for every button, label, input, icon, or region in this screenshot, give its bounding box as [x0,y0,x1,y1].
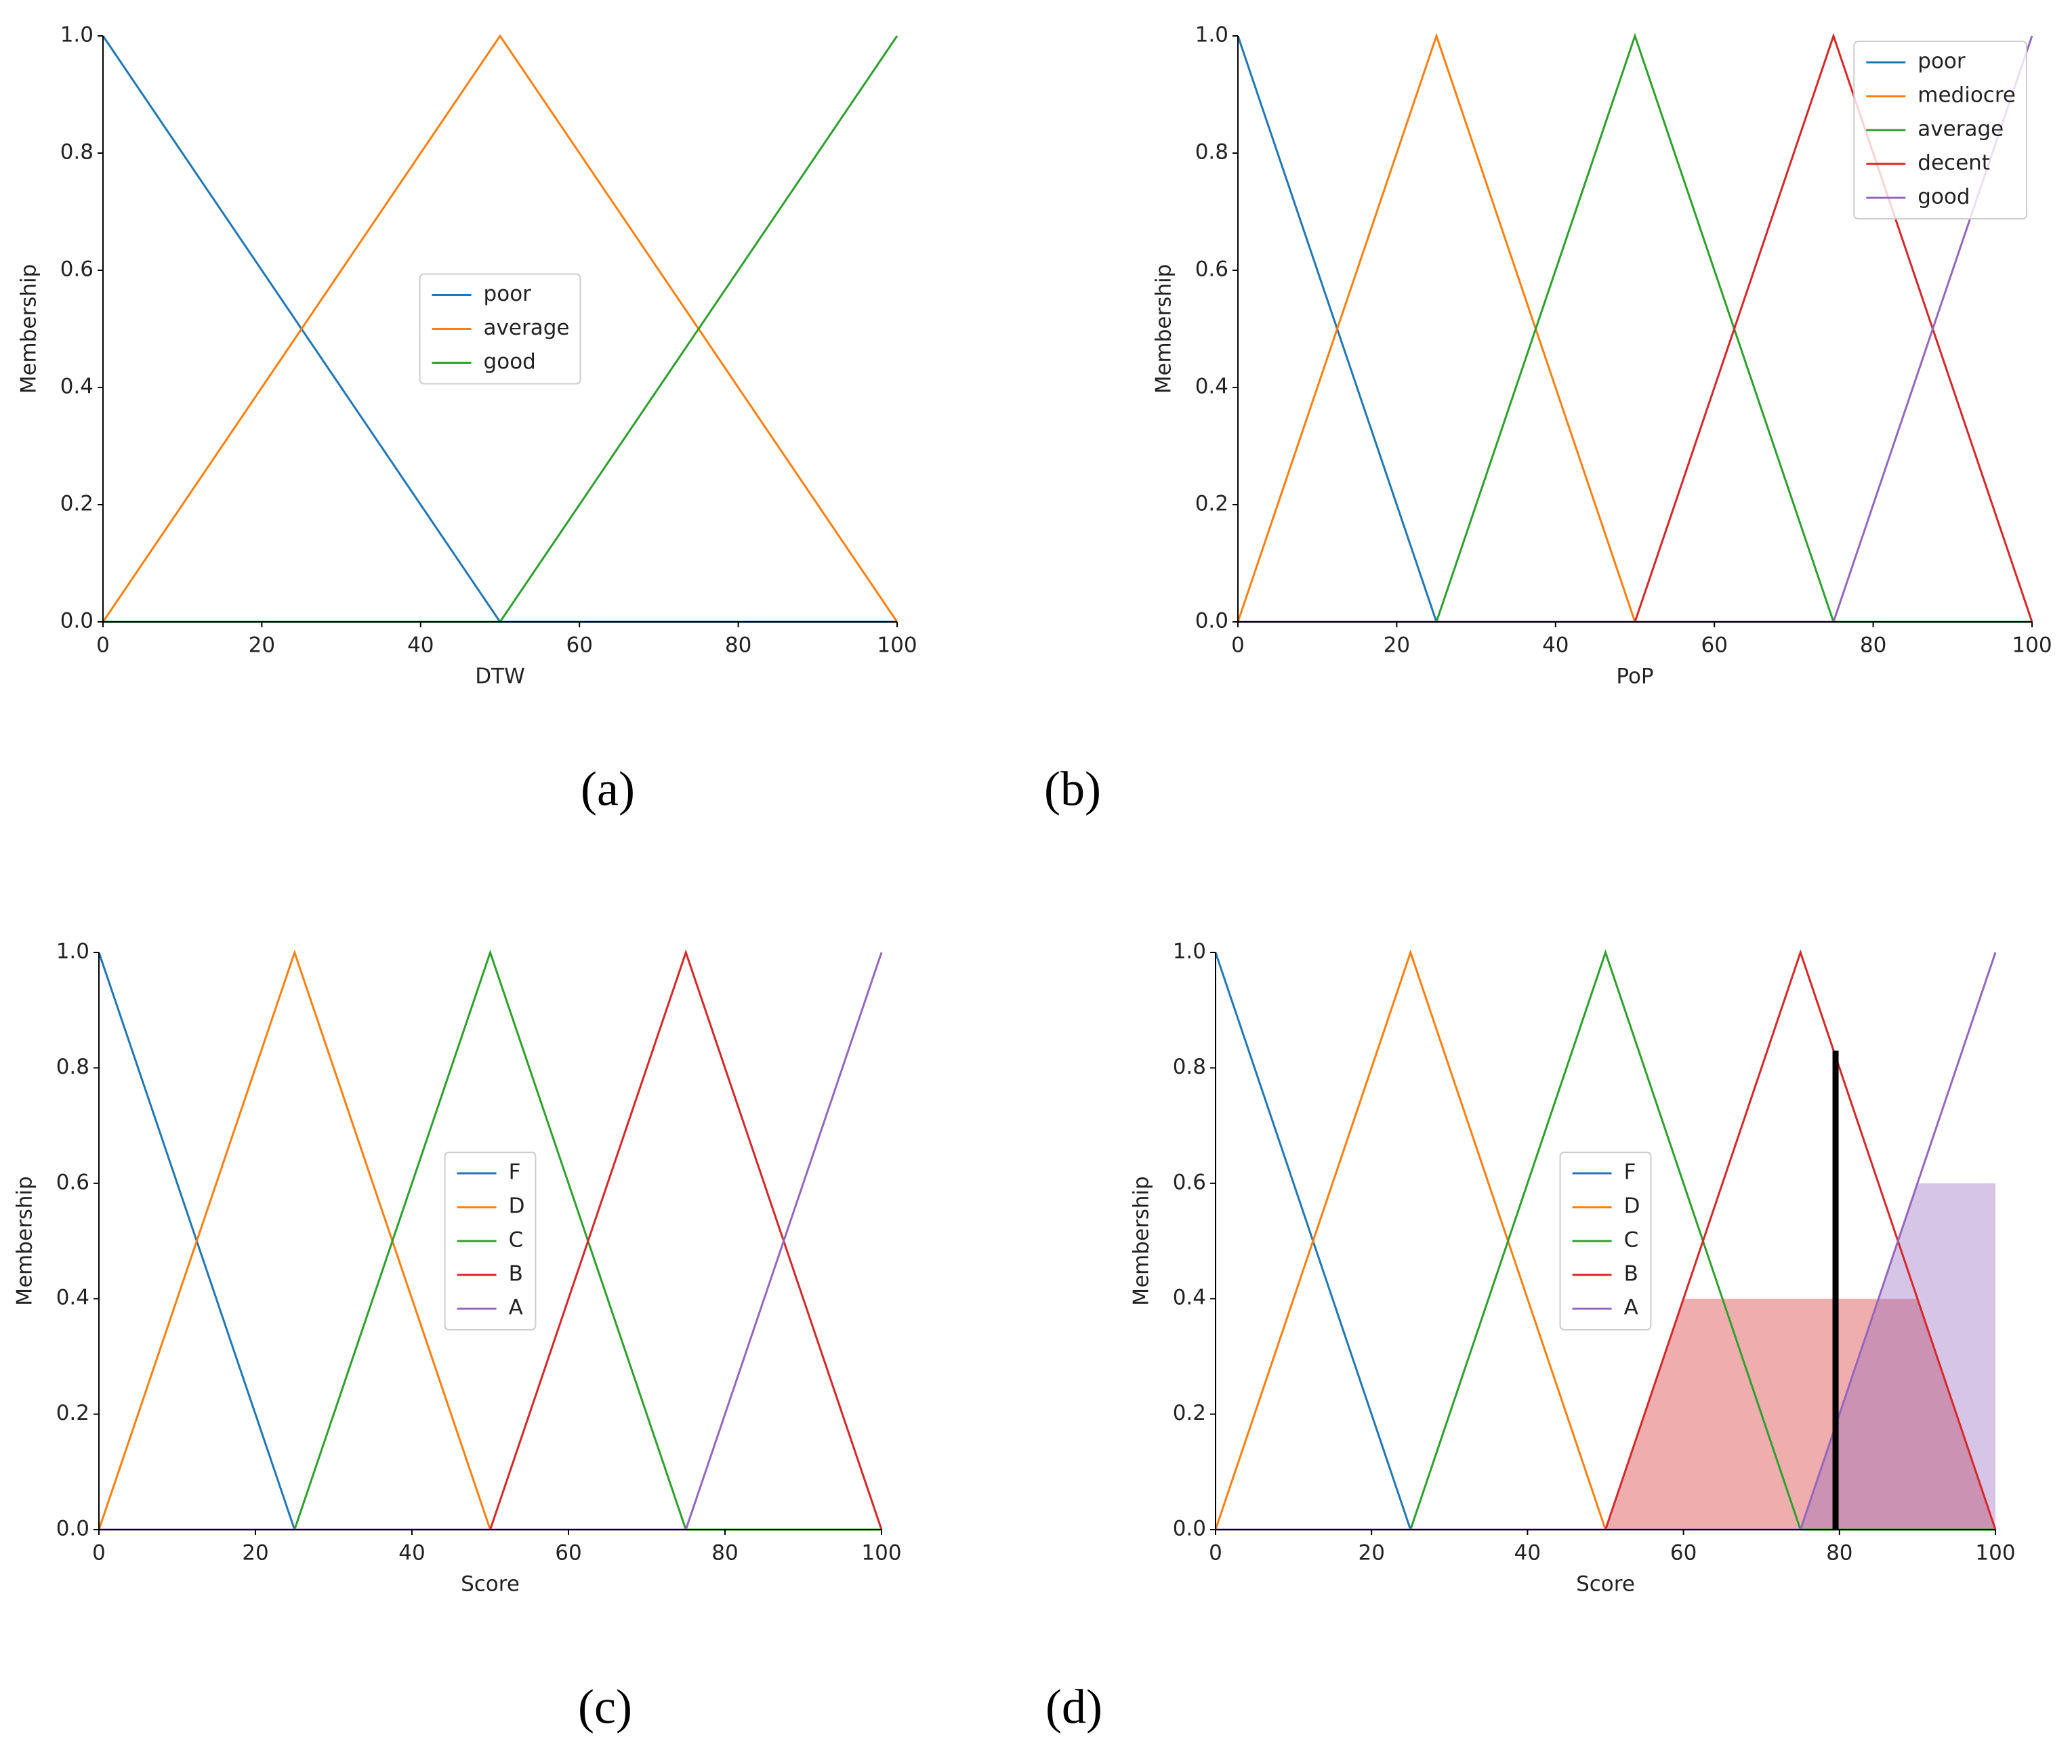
x-tick-label: 80 [1826,1541,1852,1566]
y-axis-label: Membership [17,264,41,394]
x-tick-label: 20 [242,1541,268,1566]
legend-label: average [484,316,570,340]
y-tick-label: 0.4 [1173,1286,1206,1310]
legend: poor average good [419,273,581,385]
y-tick-label: 0.6 [1173,1170,1206,1194]
x-tick-label: 20 [1358,1541,1384,1566]
y-tick-label: 0.4 [60,375,94,399]
x-tick-label: 0 [1209,1541,1222,1566]
x-tick-label: 80 [725,633,751,658]
membership-area [1605,1299,1995,1530]
y-tick-label: 1.0 [60,23,94,47]
legend-label: F [1624,1160,1636,1185]
x-axis-label: Score [1576,1572,1635,1597]
y-tick-label: 0.8 [1173,1055,1206,1079]
y-tick-label: 1.0 [1173,940,1206,964]
y-tick-label: 0.2 [56,1401,89,1425]
caption: (d) [1045,1680,1102,1734]
legend-label: average [1918,117,2004,142]
y-tick-label: 0.6 [56,1170,89,1194]
x-tick-label: 80 [711,1541,738,1566]
y-tick-label: 0.2 [60,492,94,516]
x-tick-label: 100 [861,1541,901,1566]
y-tick-label: 0.2 [1195,492,1228,516]
x-tick-label: 80 [1860,633,1886,658]
y-tick-label: 0.0 [56,1517,89,1541]
x-axis-label: Score [461,1572,520,1597]
legend-label: C [1624,1228,1639,1253]
y-tick-label: 0.0 [1195,609,1228,633]
x-tick-label: 100 [877,633,917,658]
legend-label: poor [484,282,532,306]
legend-label: D [509,1194,525,1219]
x-tick-label: 40 [407,633,434,658]
legend-label: F [509,1160,521,1185]
x-tick-label: 60 [555,1541,581,1566]
legend-label: A [509,1296,523,1320]
x-tick-label: 40 [1514,1541,1541,1566]
x-tick-label: 100 [1975,1541,2015,1566]
membership-area [1800,1183,1995,1530]
x-tick-label: 0 [92,1541,106,1566]
caption: (a) [581,762,635,816]
x-tick-label: 60 [1701,633,1727,658]
y-tick-label: 0.6 [60,257,94,282]
y-tick-label: 0.4 [56,1286,89,1310]
legend-frame [1853,41,2027,219]
x-tick-label: 0 [1231,633,1245,658]
legend-label: D [1624,1194,1640,1219]
y-tick-label: 0.2 [1173,1401,1206,1425]
legend-label: A [1624,1296,1638,1320]
y-tick-label: 1.0 [56,940,89,964]
legend-label: poor [1918,49,1966,74]
x-tick-label: 60 [566,633,592,658]
caption: (c) [578,1680,632,1734]
x-tick-label: 20 [1384,633,1410,658]
y-axis-label: Membership [13,1176,37,1306]
y-tick-label: 0.0 [1173,1517,1206,1541]
y-tick-label: 0.6 [1195,257,1228,282]
y-tick-label: 0.8 [1195,140,1228,165]
legend-label: mediocre [1918,83,2016,108]
y-tick-label: 1.0 [1195,23,1228,47]
legend-label: good [484,350,536,374]
legend-label: good [1918,185,1970,209]
y-axis-label: Membership [1130,1176,1154,1306]
y-tick-label: 0.4 [1195,375,1228,399]
x-tick-label: 40 [1542,633,1569,658]
y-tick-label: 0.8 [56,1055,89,1079]
legend-label: decent [1918,151,1990,175]
x-tick-label: 0 [96,633,110,658]
legend: poor mediocre average decent good [1853,41,2027,219]
series-line [102,34,898,623]
x-tick-label: 40 [398,1541,425,1566]
x-axis-label: PoP [1616,665,1653,689]
caption: (b) [1044,762,1101,816]
legend-label: C [509,1228,524,1253]
legend-frame [419,273,581,385]
y-axis-label: Membership [1152,264,1176,394]
legend-label: B [1624,1262,1638,1286]
x-tick-label: 100 [2012,633,2052,658]
x-tick-label: 60 [1670,1541,1697,1566]
y-tick-label: 0.8 [60,140,94,165]
legend-label: B [509,1262,523,1286]
y-tick-label: 0.0 [60,609,94,633]
x-axis-label: DTW [475,665,524,689]
x-tick-label: 20 [249,633,275,658]
